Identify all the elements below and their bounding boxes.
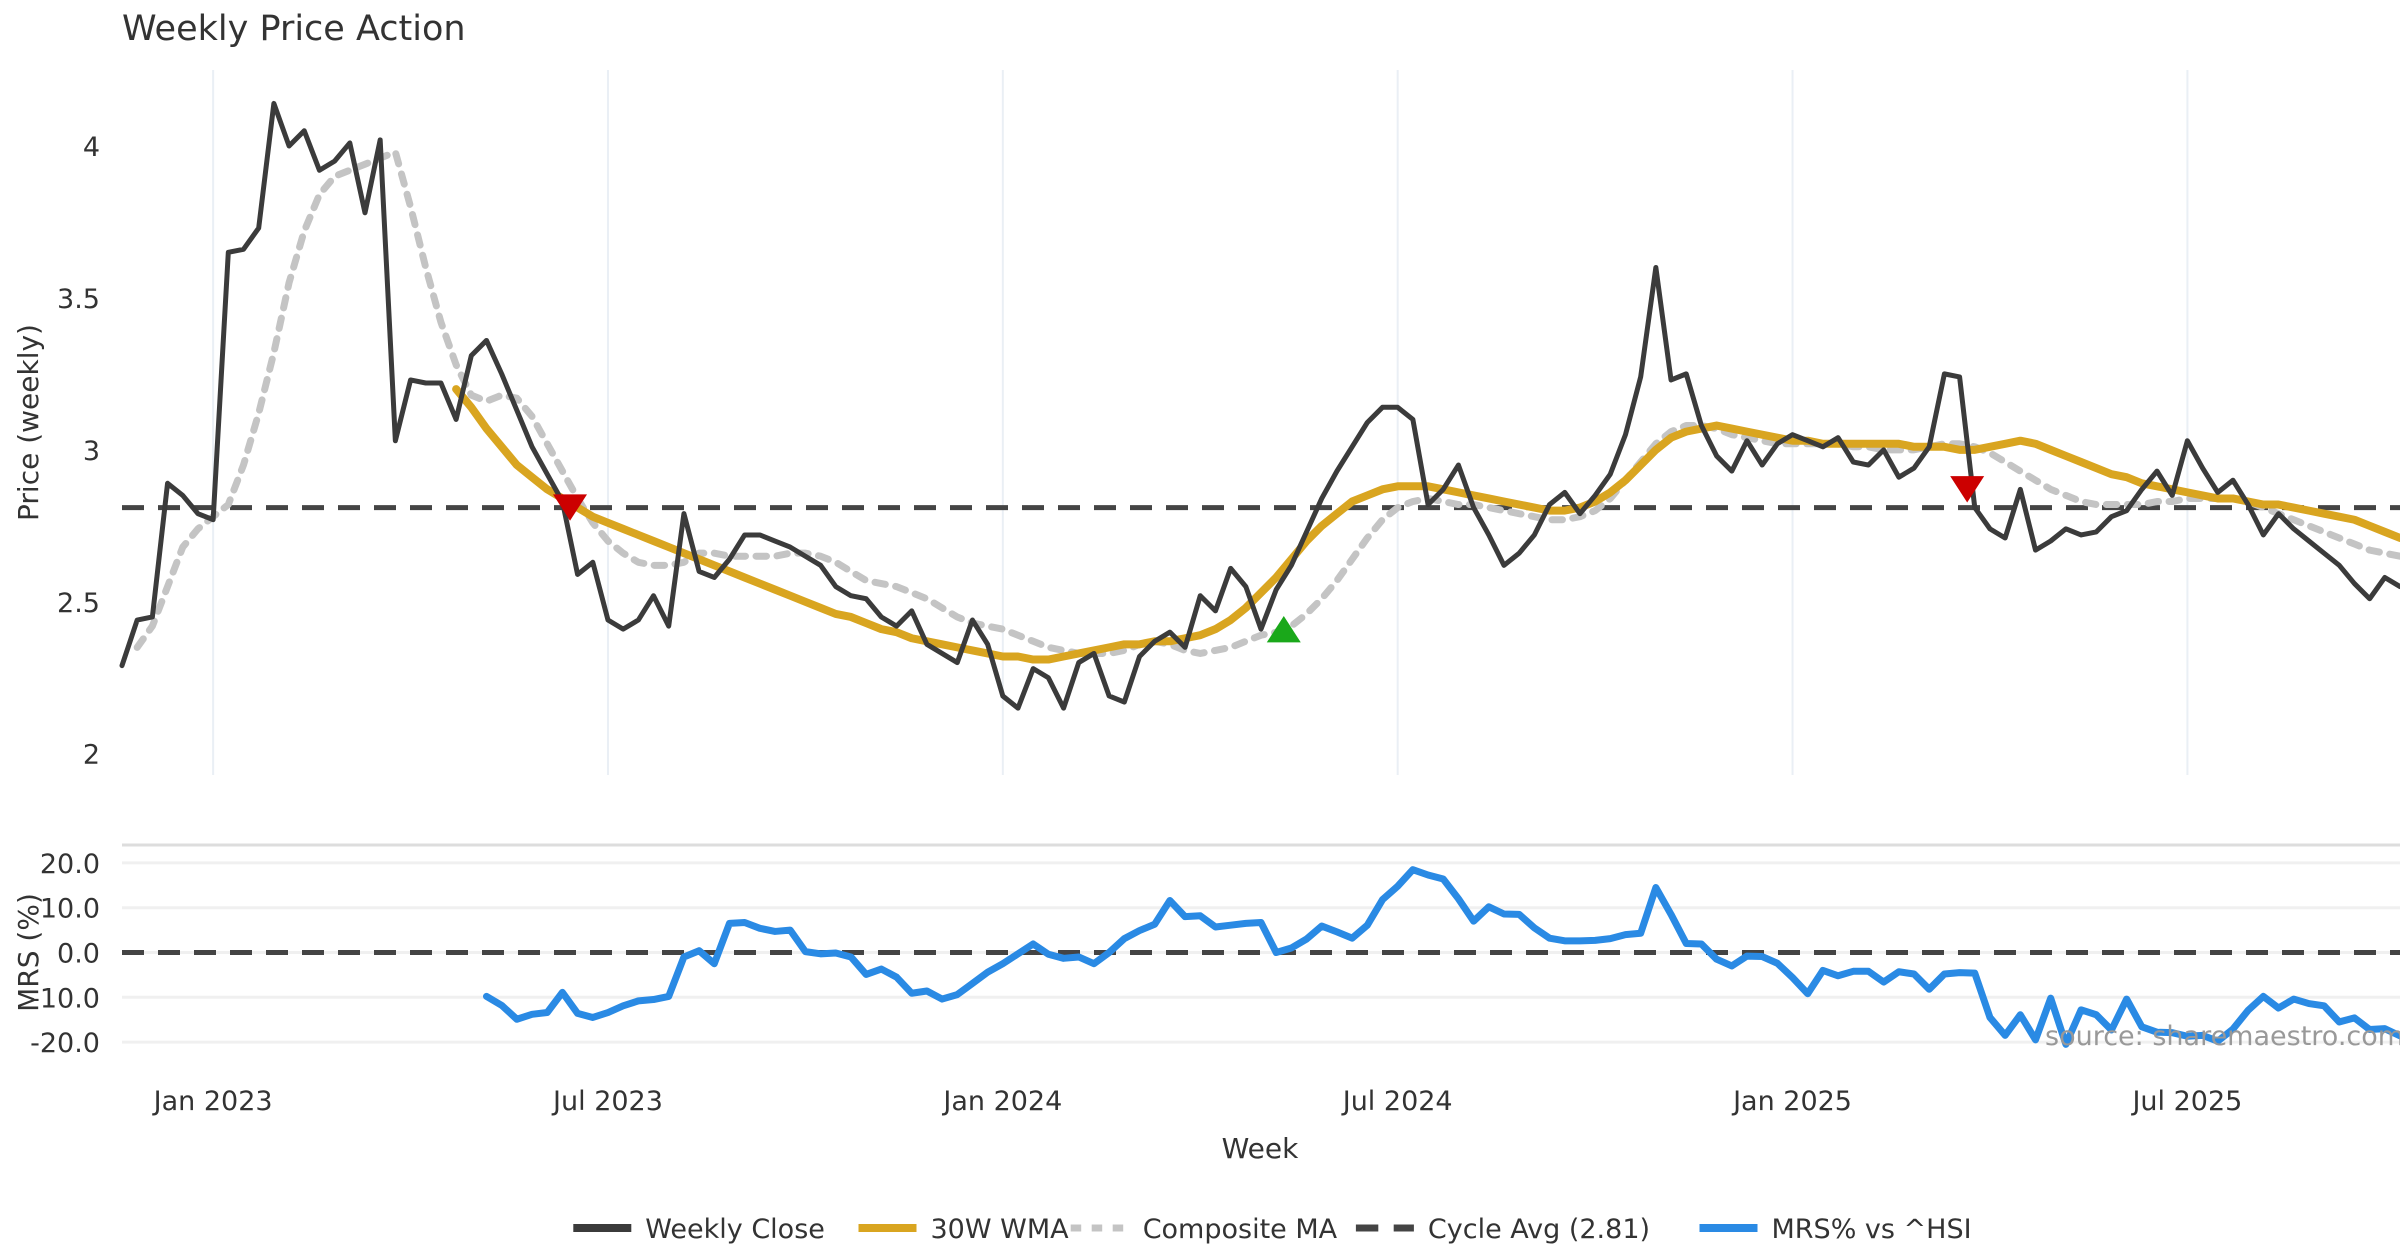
price-y-tick-label: 2.5 xyxy=(57,588,100,619)
series-line-composite-ma xyxy=(133,148,2400,657)
mrs-y-tick-label: 10.0 xyxy=(40,894,100,925)
source-watermark: source: sharemaestro.com xyxy=(2045,1021,2400,1052)
mrs-y-tick-label: 0.0 xyxy=(57,939,100,970)
legend-label: Cycle Avg (2.81) xyxy=(1428,1214,1650,1245)
price-y-tick-label: 3.5 xyxy=(57,284,100,315)
mrs-y-tick-label: 20.0 xyxy=(40,849,100,880)
legend-label: Weekly Close xyxy=(645,1214,825,1245)
legend-item-30w-wma: 30W WMA xyxy=(858,1214,1070,1245)
x-axis-label: Week xyxy=(1222,1132,1299,1165)
legend-label: Composite MA xyxy=(1143,1214,1338,1245)
mrs-y-axis-label: MRS (%) xyxy=(12,893,45,1012)
legend-item-cycle-avg-2-81-: Cycle Avg (2.81) xyxy=(1355,1214,1650,1245)
price-y-axis-label: Price (weekly) xyxy=(12,324,45,521)
mrs-panel: -20.0 -10.0 0.0 10.0 20.0 MRS (%) Jan 2023 Jul … xyxy=(12,843,2400,1117)
legend-label: 30W WMA xyxy=(931,1214,1070,1245)
x-tick-label: Jul 2023 xyxy=(551,1086,663,1117)
x-tick-label: Jul 2024 xyxy=(1341,1086,1453,1117)
mrs-y-tick-label: -20.0 xyxy=(30,1028,100,1059)
sell-marker-1-icon xyxy=(553,494,588,521)
buy-marker-1-icon xyxy=(1266,616,1301,643)
chart-legend: Weekly Close 30W WMA Composite MA Cycle Avg… xyxy=(573,1214,1972,1245)
price-panel: 2 2.5 3 3.5 4 Price (weekly) xyxy=(12,70,2400,775)
series-line-mrs xyxy=(482,866,2400,1048)
price-y-tick-label: 4 xyxy=(83,132,100,163)
legend-label: MRS% vs ^HSI xyxy=(1772,1214,1972,1245)
page-title: Weekly Price Action xyxy=(122,9,466,49)
x-tick-label: Jul 2025 xyxy=(2130,1086,2242,1117)
price-y-tick-label: 3 xyxy=(83,436,100,467)
legend-item-weekly-close: Weekly Close xyxy=(573,1214,825,1245)
legend-item-mrs-vs-hsi: MRS% vs ^HSI xyxy=(1699,1214,1972,1245)
x-tick-label: Jan 2023 xyxy=(152,1086,273,1117)
price-y-tick-label: 2 xyxy=(83,740,100,771)
x-tick-label: Jan 2025 xyxy=(1731,1086,1852,1117)
x-tick-label: Jan 2024 xyxy=(941,1086,1062,1117)
sell-marker-2-icon xyxy=(1950,476,1985,503)
mrs-y-tick-label: -10.0 xyxy=(30,983,100,1014)
legend-item-composite-ma: Composite MA xyxy=(1070,1214,1338,1245)
series-line-weekly-close xyxy=(119,100,2400,711)
